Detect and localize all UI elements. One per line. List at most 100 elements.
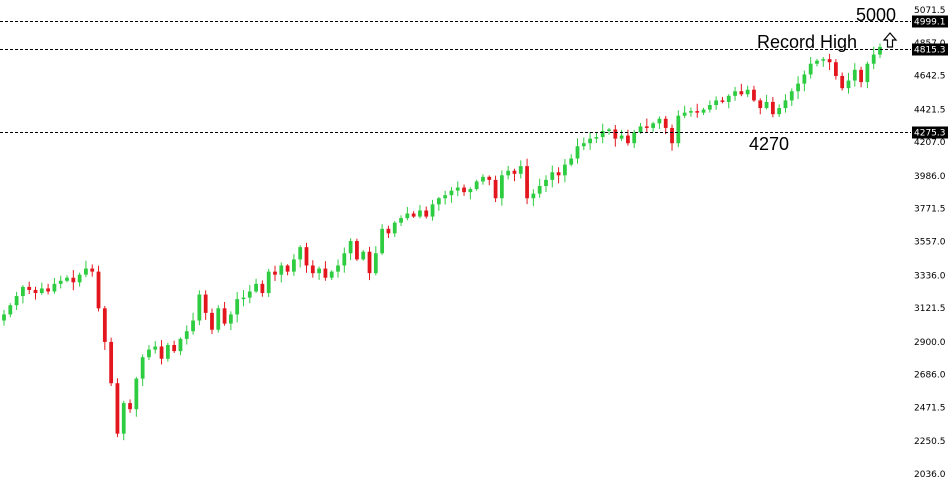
level-lines-group: 4999.1 4815.3 4275.3 xyxy=(0,15,948,139)
candle-up xyxy=(58,280,63,284)
candle-down xyxy=(115,383,120,434)
y-tick-label: 4642.5 xyxy=(914,72,946,82)
candle-up xyxy=(443,195,448,199)
candle-up xyxy=(165,344,170,359)
y-tick-label: 3986.0 xyxy=(914,172,946,182)
candle-down xyxy=(46,288,51,292)
candle-up xyxy=(455,187,460,191)
candle-down xyxy=(493,179,498,199)
candle-down xyxy=(859,69,863,83)
candle-up xyxy=(279,265,284,275)
y-tick-label: 3557.0 xyxy=(914,238,946,248)
candle-up xyxy=(247,291,252,298)
candle-up xyxy=(184,331,189,339)
candle-up xyxy=(878,46,882,55)
candle-up xyxy=(481,176,485,182)
candle-down xyxy=(260,283,265,294)
candle-up xyxy=(764,101,769,109)
candle-up xyxy=(430,204,435,217)
candle-up xyxy=(563,164,567,176)
candle-up xyxy=(518,166,523,174)
candle-up xyxy=(657,118,662,124)
candle-up xyxy=(569,158,574,165)
candle-up xyxy=(235,299,240,315)
candle-up xyxy=(405,213,410,219)
candle-up xyxy=(228,314,233,324)
candle-up xyxy=(254,283,258,292)
candle-up xyxy=(581,143,586,147)
candle-up xyxy=(84,268,88,275)
candle-down xyxy=(487,176,492,180)
candle-down xyxy=(96,271,101,309)
candle-down xyxy=(323,268,328,278)
candle-up xyxy=(298,247,303,260)
level-badge xyxy=(912,126,948,139)
candle-up xyxy=(607,129,611,131)
annotation-5000: 5000 xyxy=(856,5,896,25)
y-tick-label: 5071.5 xyxy=(914,6,946,16)
level-badge-label: 4815.3 xyxy=(914,46,946,56)
candle-up xyxy=(846,80,851,89)
candle-up xyxy=(418,210,422,217)
annotation-record-high: Record High xyxy=(757,32,857,52)
candle-up xyxy=(121,403,126,434)
candle-down xyxy=(285,265,290,272)
candle-down xyxy=(310,265,315,274)
candle-up xyxy=(134,378,139,410)
y-tick-label: 3771.5 xyxy=(914,205,946,215)
candle-up xyxy=(342,253,347,266)
candle-up xyxy=(52,283,57,292)
candle-up xyxy=(802,74,807,84)
candle-up xyxy=(531,193,536,199)
candle-up xyxy=(575,146,580,159)
candle-up xyxy=(474,181,479,190)
candle-down xyxy=(833,62,838,76)
candle-up xyxy=(77,274,82,283)
candle-up xyxy=(361,251,366,260)
candle-down xyxy=(273,271,277,275)
candle-down xyxy=(367,251,372,274)
y-tick-label: 4857.0 xyxy=(914,39,946,49)
candle-up xyxy=(777,108,782,115)
y-tick-label: 4421.5 xyxy=(914,105,946,115)
candle-down xyxy=(827,59,832,63)
candle-down xyxy=(203,294,208,313)
candle-up xyxy=(392,222,397,234)
candle-up xyxy=(499,175,504,199)
y-tick-label: 4207.0 xyxy=(914,138,946,148)
candle-up xyxy=(373,253,378,274)
candle-up xyxy=(783,100,788,109)
y-tick-label: 2900.0 xyxy=(914,338,946,348)
y-tick-label: 2471.5 xyxy=(914,403,946,413)
candle-down xyxy=(386,228,391,234)
candle-up xyxy=(852,69,857,81)
candle-up xyxy=(745,89,750,95)
candle-up xyxy=(147,349,151,358)
candle-up xyxy=(638,126,643,133)
level-badge xyxy=(912,15,948,28)
candle-up xyxy=(871,54,876,64)
candle-down xyxy=(33,289,38,294)
y-tick-label: 3121.5 xyxy=(914,304,946,314)
candle-up xyxy=(544,179,548,187)
candle-down xyxy=(695,111,700,113)
candle-down xyxy=(670,127,674,144)
candle-up xyxy=(39,288,44,294)
candle-up xyxy=(292,259,296,272)
candle-down xyxy=(556,172,561,176)
candle-up xyxy=(701,109,706,113)
y-tick-label: 2036.0 xyxy=(914,470,946,480)
candle-down xyxy=(222,308,227,324)
level-badge xyxy=(912,43,948,56)
candle-up xyxy=(241,297,246,300)
candle-up xyxy=(8,305,13,315)
level-badge-label: 4999.1 xyxy=(914,18,946,28)
y-tick-label: 2686.0 xyxy=(914,371,946,381)
candle-down xyxy=(720,100,725,102)
candle-up xyxy=(436,198,441,205)
candle-up xyxy=(266,271,271,294)
candle-down xyxy=(210,312,214,330)
candle-down xyxy=(626,135,630,144)
candle-up xyxy=(449,190,454,196)
